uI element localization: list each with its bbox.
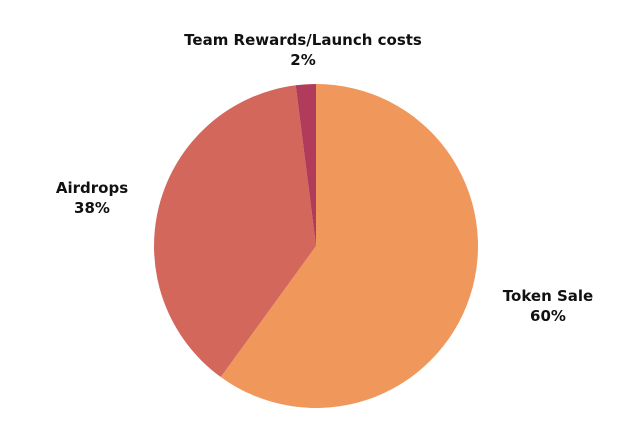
slice-label-airdrops: Airdrops 38% <box>56 178 128 218</box>
slice-value-airdrops: 38% <box>74 199 110 217</box>
slice-label-token-sale: Token Sale 60% <box>503 286 593 326</box>
slice-label-team-rewards: Team Rewards/Launch costs 2% <box>184 30 422 70</box>
slice-name-team-rewards: Team Rewards/Launch costs <box>184 31 422 49</box>
pie-slice-airdrops <box>154 85 316 378</box>
pie-slice-team-rewards-launch-costs <box>295 84 316 246</box>
pie-slices <box>154 84 479 408</box>
slice-value-token-sale: 60% <box>530 307 566 325</box>
slice-name-token-sale: Token Sale <box>502 287 594 305</box>
pie-slice-token-sale <box>220 84 479 408</box>
slice-name-airdrops: Airdrops <box>55 179 129 197</box>
slice-value-team-rewards: 2% <box>290 51 316 69</box>
